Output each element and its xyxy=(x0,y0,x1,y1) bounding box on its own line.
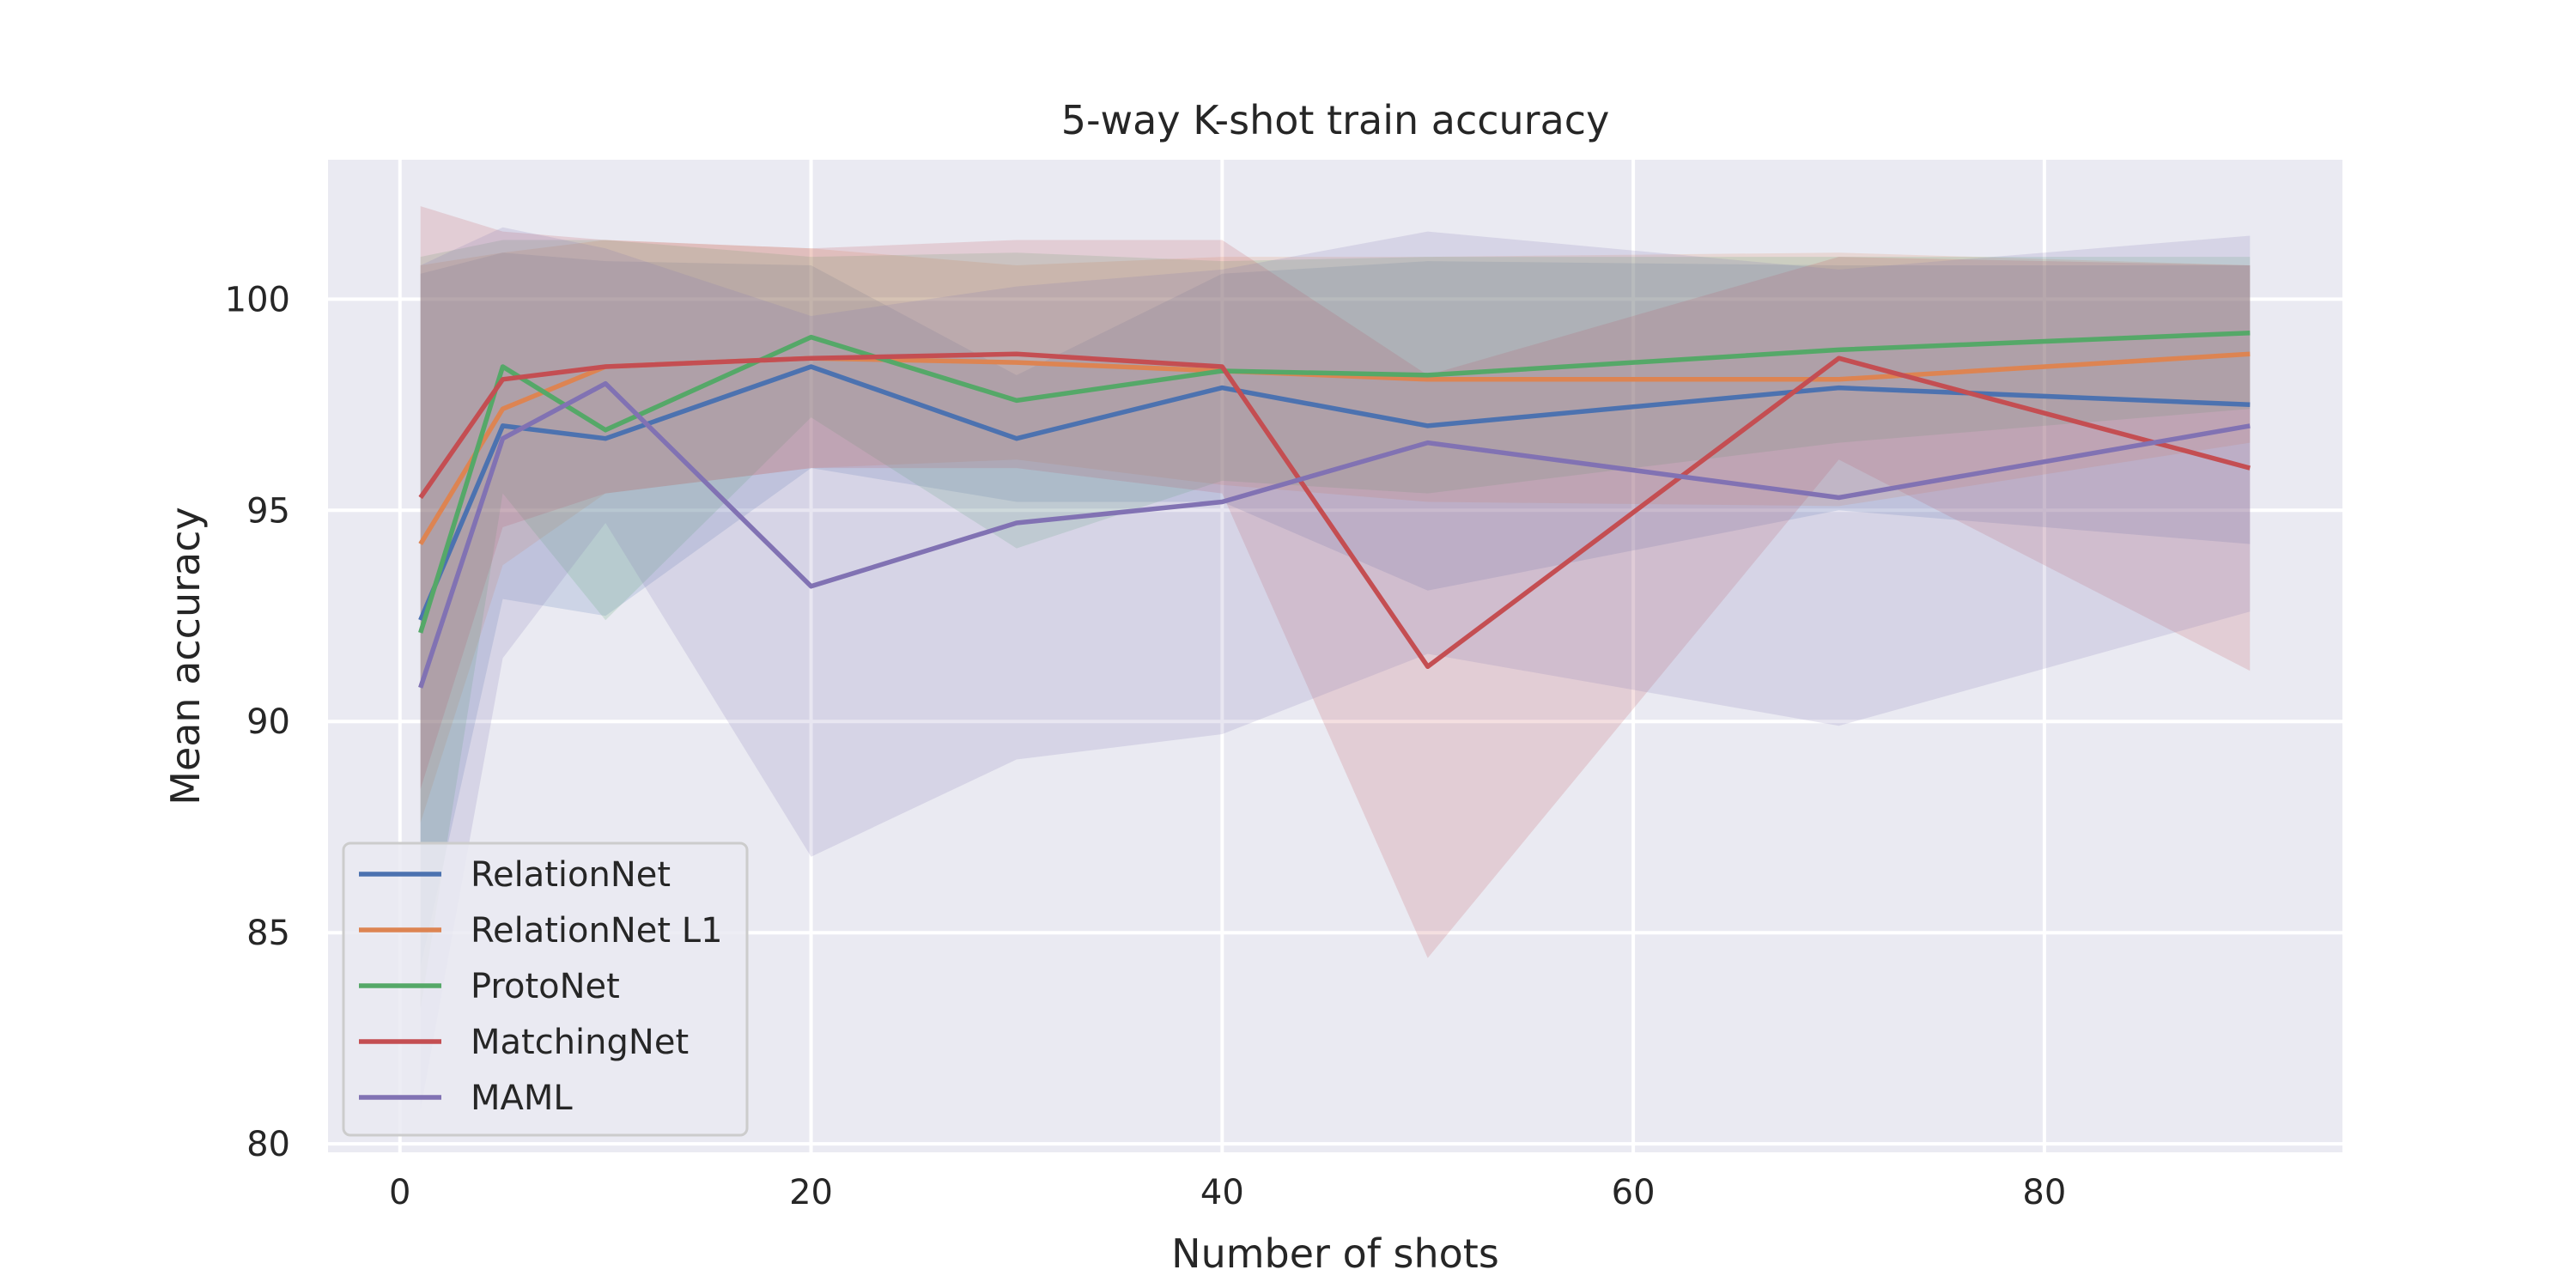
series-lines xyxy=(418,330,2251,689)
y-tick-label: 90 xyxy=(246,702,290,742)
x-tick-label: 40 xyxy=(1200,1173,1244,1212)
tick-labels: 0 20 40 60 80 80 85 90 95 100 xyxy=(225,280,2067,1212)
protonet-line xyxy=(418,330,2251,634)
legend-label-relationnet-l1: RelationNet L1 xyxy=(471,911,723,951)
y-tick-label: 100 xyxy=(225,280,290,319)
legend-label-maml: MAML xyxy=(471,1078,573,1118)
relationnet-l1-band xyxy=(420,240,2251,823)
legend-label-relationnet: RelationNet xyxy=(471,855,671,895)
y-axis-title: Mean accuracy xyxy=(162,507,209,805)
legend-label-protonet: ProtoNet xyxy=(471,967,620,1006)
x-tick-label: 60 xyxy=(1612,1173,1656,1212)
chart-title: 5-way K-shot train accuracy xyxy=(1061,97,1610,143)
y-tick-label: 80 xyxy=(246,1125,290,1164)
relationnet-l1-line xyxy=(418,351,2251,546)
protonet-band xyxy=(420,240,2251,1009)
x-tick-label: 0 xyxy=(389,1173,410,1212)
maml-band xyxy=(420,227,2251,1110)
x-axis-title: Number of shots xyxy=(1171,1230,1499,1277)
relationnet-band xyxy=(420,252,2251,967)
y-tick-label: 85 xyxy=(246,914,290,953)
matchingnet-line xyxy=(418,351,2251,670)
x-tick-label: 80 xyxy=(2022,1173,2066,1212)
legend-box xyxy=(342,841,749,1137)
grid xyxy=(328,160,2342,1152)
legend: RelationNet RelationNet L1 ProtoNet Matchin… xyxy=(342,841,749,1137)
legend-label-matchingnet: MatchingNet xyxy=(471,1023,689,1062)
relationnet-line xyxy=(418,364,2251,622)
maml-line xyxy=(418,380,2251,689)
y-tick-label: 95 xyxy=(246,491,290,531)
x-tick-label: 20 xyxy=(789,1173,833,1212)
